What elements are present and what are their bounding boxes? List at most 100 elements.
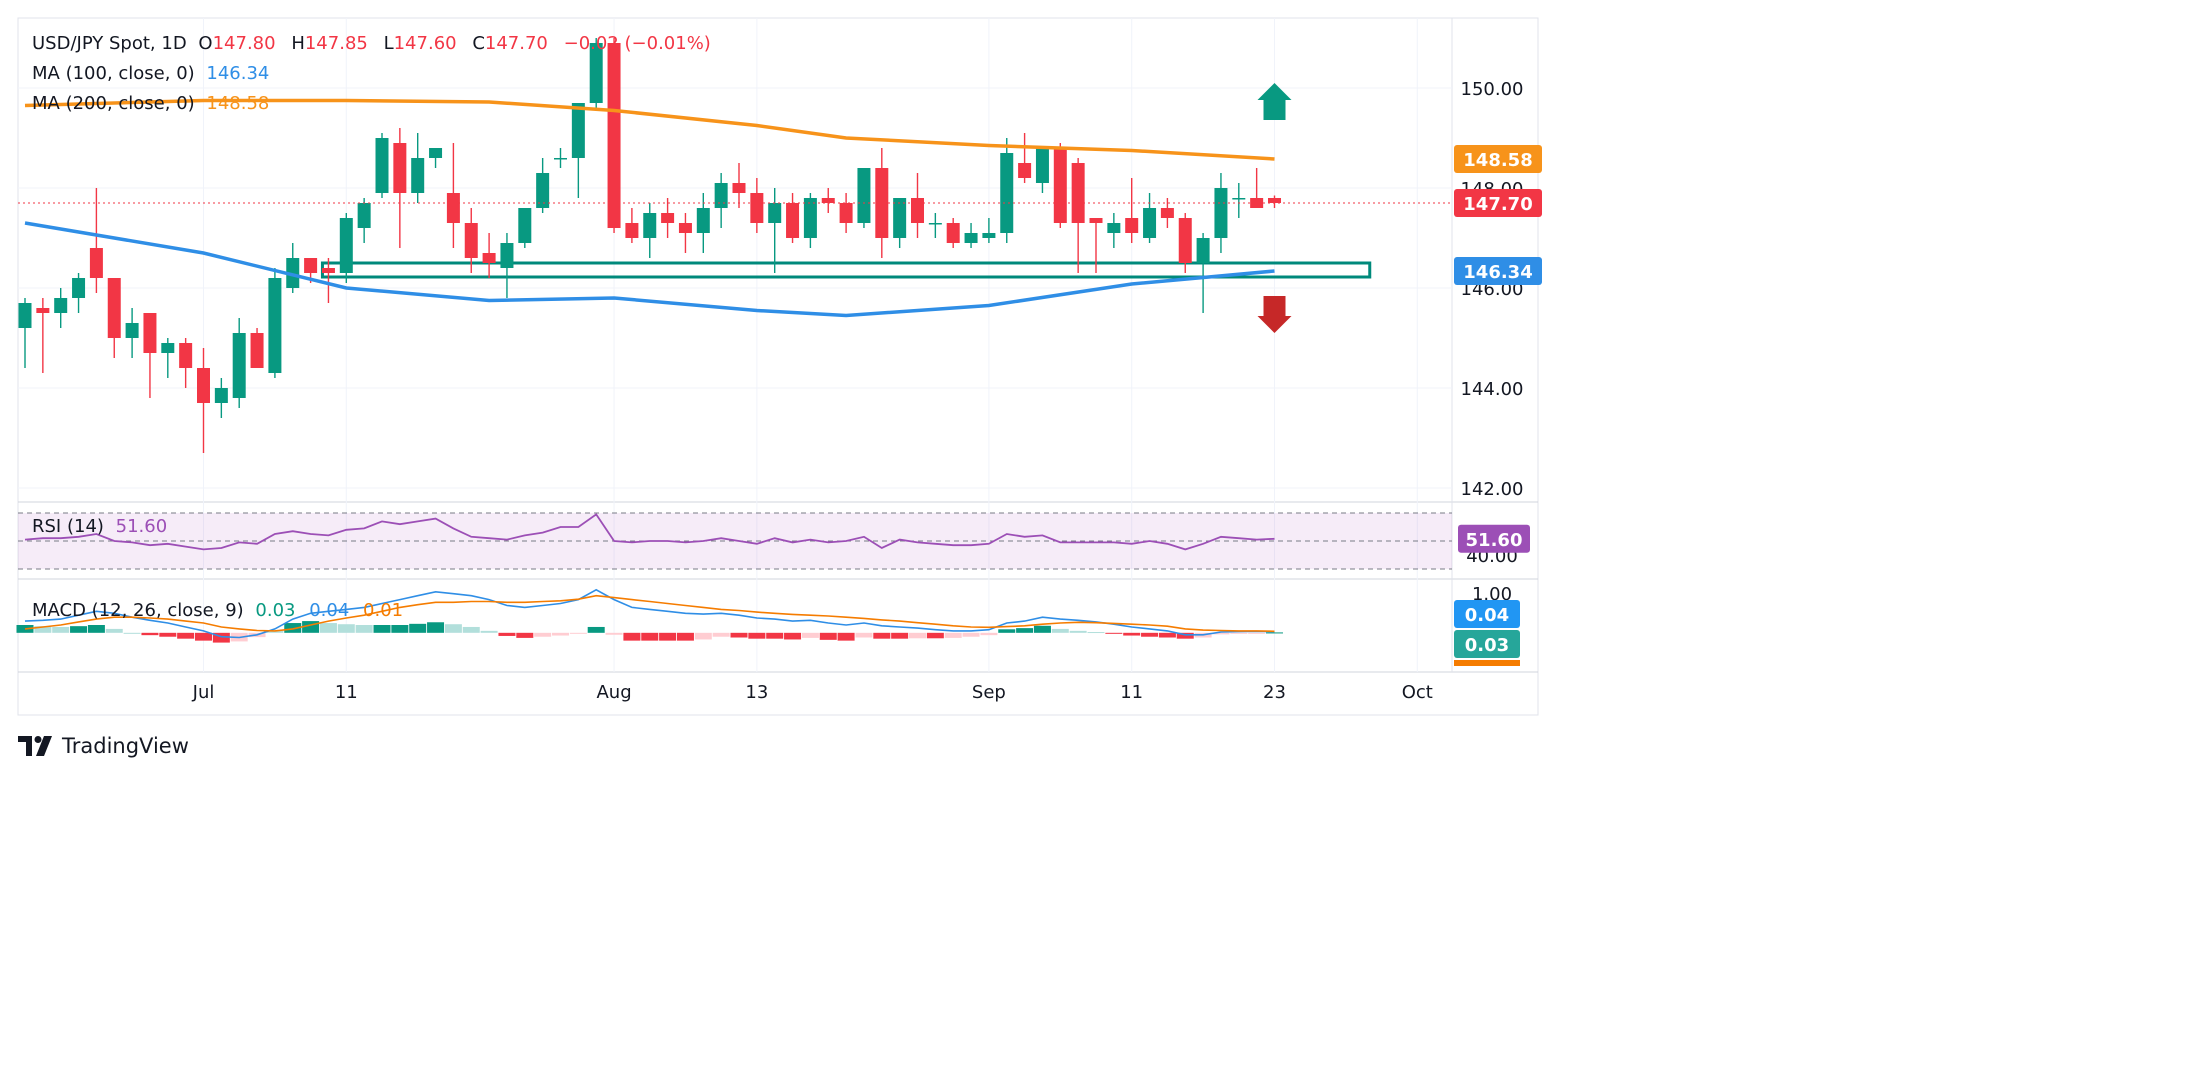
candle <box>125 308 139 358</box>
candle <box>607 38 621 233</box>
ma200-legend: MA (200, close, 0) 148.58 <box>32 93 269 114</box>
candle-body <box>607 43 621 228</box>
candle <box>643 203 657 258</box>
macd-histogram-bar <box>1033 625 1051 633</box>
candle-body <box>1160 208 1174 218</box>
ma200-line <box>24 98 1275 161</box>
candle-body <box>857 168 871 223</box>
macd-histogram-bar <box>1123 632 1141 636</box>
macd-histogram-bar <box>498 632 516 636</box>
macd-histogram-bar <box>748 632 766 639</box>
rsi-label: RSI (14) <box>32 516 104 537</box>
candle <box>393 128 407 248</box>
rsi-line <box>24 513 1275 551</box>
low-value: 147.60 <box>393 33 457 54</box>
candle-body <box>518 208 532 243</box>
macd-histogram-bar <box>909 632 926 639</box>
candle <box>554 148 567 168</box>
low-label: L <box>383 33 394 54</box>
macd-histogram-bar <box>1141 632 1159 637</box>
macd-histogram-bar <box>534 632 552 637</box>
macd-histogram-bar <box>1266 632 1283 634</box>
macd-histogram-bar <box>641 632 659 641</box>
candle <box>964 223 978 248</box>
candle <box>768 188 782 273</box>
candle-body <box>36 308 50 313</box>
candle <box>1232 183 1246 218</box>
close-label: C <box>472 33 485 54</box>
macd-histogram-bar <box>962 632 980 637</box>
high-value: 147.85 <box>304 33 368 54</box>
candle <box>839 193 853 233</box>
price-label-text: 147.70 <box>1463 194 1532 215</box>
macd-line <box>24 588 1275 639</box>
macd-histogram-bar <box>605 632 623 635</box>
macd-histogram-bar <box>1176 632 1194 639</box>
candle <box>732 163 746 208</box>
candle <box>482 233 496 278</box>
price-label-text: 146.34 <box>1463 262 1532 283</box>
macd-histogram-bar <box>105 628 123 633</box>
macd-histogram-bar <box>302 621 320 633</box>
candle-body <box>571 103 585 158</box>
candle <box>589 38 603 108</box>
rsi-legend: RSI (14) 51.60 <box>32 516 167 537</box>
candle <box>357 198 371 243</box>
chart-canvas[interactable]: Jul11Aug13Sep1123Oct150.00148.00146.0014… <box>0 0 1568 776</box>
candle <box>1035 148 1049 193</box>
price-label-box <box>1454 145 1542 173</box>
candle-body <box>54 298 68 313</box>
up-arrow-icon <box>1257 83 1292 120</box>
candle <box>1160 198 1174 228</box>
candle-body <box>143 313 157 353</box>
macd-histogram-bar <box>1230 632 1248 634</box>
tradingview-footer[interactable]: TradingView <box>18 734 189 758</box>
candle-body <box>1018 163 1032 178</box>
candle <box>946 218 960 248</box>
candle <box>411 133 425 203</box>
macd-histogram-bar <box>587 626 605 633</box>
candle-body <box>179 343 193 368</box>
candle <box>803 193 817 248</box>
macd-histogram-bar <box>659 632 677 641</box>
candle <box>1196 233 1210 313</box>
tradingview-logo-icon <box>18 736 52 756</box>
y-tick-label: 144.00 <box>1461 379 1524 400</box>
macd-histogram-bar <box>1087 632 1105 634</box>
open-value: 147.80 <box>212 33 276 54</box>
candle-body <box>482 253 496 263</box>
candle-body <box>125 323 139 338</box>
macd-histogram-bar <box>944 632 962 638</box>
candle-body <box>214 388 228 403</box>
candle <box>232 318 246 408</box>
ma200-label: MA (200, close, 0) <box>32 93 195 114</box>
candle <box>982 218 996 243</box>
candle-body <box>1125 218 1139 233</box>
candle-body <box>661 213 675 223</box>
macd-histogram-bar <box>926 632 944 639</box>
candle <box>18 298 32 368</box>
x-tick-label: 11 <box>335 682 358 703</box>
candle <box>571 103 585 198</box>
candle-body <box>197 368 210 403</box>
candle-body <box>928 223 942 225</box>
candle <box>911 173 924 238</box>
y-tick-label: 150.00 <box>1461 79 1524 100</box>
x-tick-label: Sep <box>972 682 1006 703</box>
candle <box>214 378 228 418</box>
candle <box>893 198 907 248</box>
candle <box>54 288 68 328</box>
macd-histogram-bar <box>1105 632 1123 634</box>
candle-body <box>18 303 32 328</box>
macd-histogram-bar <box>855 632 873 638</box>
macd-histogram-bar <box>373 625 391 633</box>
candle-body <box>821 198 835 203</box>
macd-histogram-bar <box>873 632 891 639</box>
down-arrow-icon <box>1257 296 1292 333</box>
axis-layer: Jul11Aug13Sep1123Oct150.00148.00146.0014… <box>192 79 1542 703</box>
macd-histogram-bar <box>552 632 569 636</box>
candle <box>1143 193 1157 243</box>
macd-histogram-bar <box>284 623 302 633</box>
candle-body <box>1107 223 1121 233</box>
macd-histogram-bar <box>516 632 534 638</box>
